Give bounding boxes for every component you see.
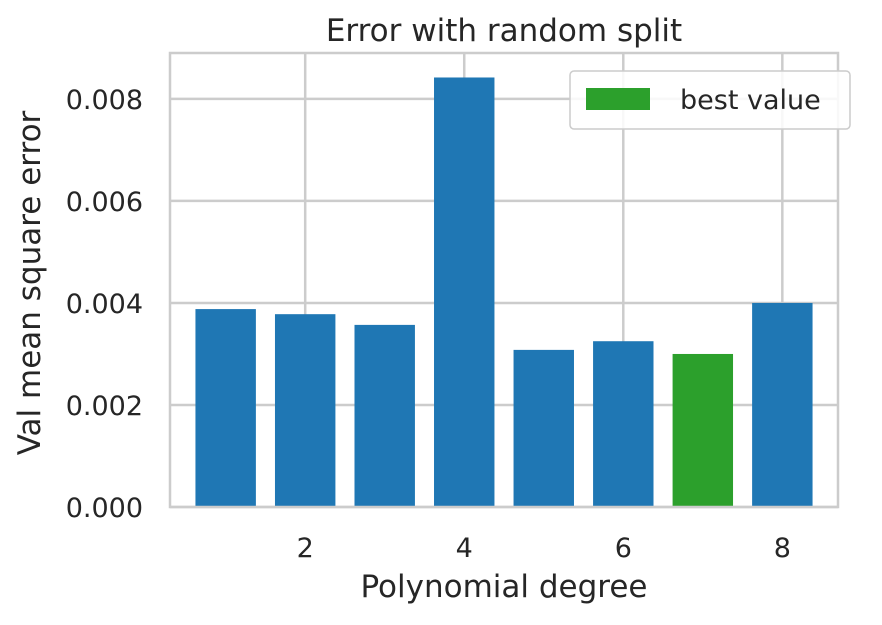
chart-title: Error with random split: [326, 13, 682, 49]
y-tick-label: 0.000: [66, 493, 143, 524]
bar: [195, 309, 256, 507]
bar: [593, 341, 654, 507]
x-axis-label: Polynomial degree: [360, 569, 647, 605]
bars: [195, 77, 813, 508]
legend-box: [569, 70, 851, 130]
y-tick-label: 0.008: [66, 85, 143, 116]
legend: best value: [569, 70, 851, 130]
bar: [513, 349, 574, 507]
bar-best-value: [672, 353, 734, 507]
bar: [354, 324, 415, 507]
y-tick-label: 0.002: [66, 391, 143, 422]
plot-frame: [168, 51, 840, 509]
bar: [752, 302, 813, 507]
bar: [434, 77, 495, 508]
y-tick-labels: 0.000 0.002 0.004 0.006 0.008: [66, 85, 143, 524]
y-tick-label: 0.004: [66, 289, 143, 320]
legend-label-best-value: best value: [680, 85, 821, 116]
y-tick-label: 0.006: [66, 187, 143, 218]
x-tick-label: 8: [774, 533, 791, 564]
x-tick-label: 2: [297, 533, 314, 564]
bar: [274, 314, 336, 507]
legend-swatch-best-value: [586, 88, 650, 110]
x-tick-label: 6: [615, 533, 632, 564]
y-axis-label: Val mean square error: [12, 110, 48, 455]
x-tick-labels: 2 4 6 8: [297, 533, 791, 564]
x-tick-label: 4: [456, 533, 473, 564]
